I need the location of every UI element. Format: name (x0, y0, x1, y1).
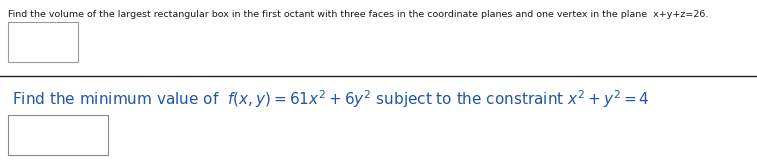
Bar (8, 115, 108, 155)
Text: Find the minimum value of  $f(x,y)=61x^2+6y^2$ subject to the constraint $x^2+y^: Find the minimum value of $f(x,y)=61x^2+… (12, 88, 650, 110)
Bar (8, 22, 78, 62)
Text: Find the volume of the largest rectangular box in the first octant with three fa: Find the volume of the largest rectangul… (8, 10, 709, 19)
